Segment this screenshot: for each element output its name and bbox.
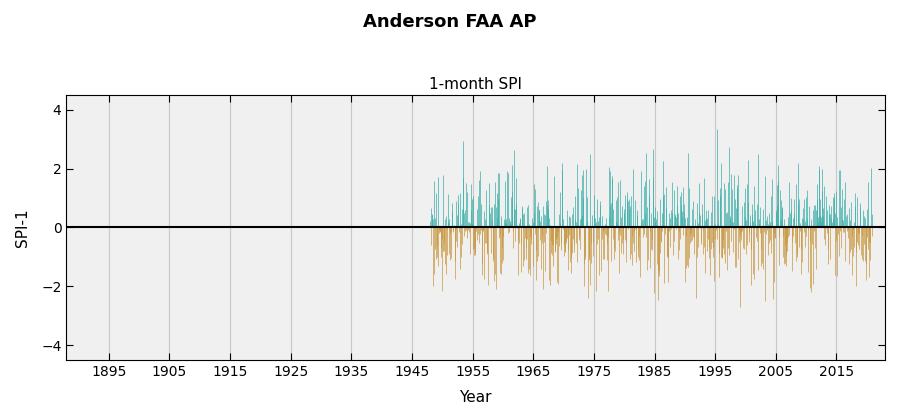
Y-axis label: SPI-1: SPI-1 [15, 208, 30, 247]
Text: Anderson FAA AP: Anderson FAA AP [364, 13, 536, 31]
Title: 1-month SPI: 1-month SPI [429, 77, 522, 92]
X-axis label: Year: Year [459, 390, 492, 405]
